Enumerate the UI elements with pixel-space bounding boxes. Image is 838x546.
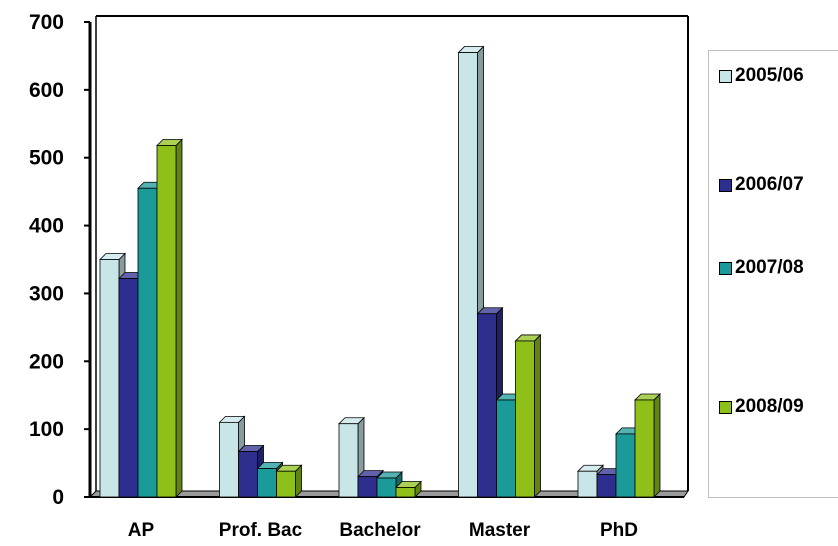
bar-side <box>534 333 541 498</box>
y-tick-label: 0 <box>52 486 64 509</box>
bar-front <box>496 399 516 498</box>
y-tick-label: 600 <box>29 79 64 102</box>
bar-front <box>156 145 177 498</box>
y-tick-label: 500 <box>29 147 64 170</box>
legend-item: 2006/07 <box>719 173 804 197</box>
bar-front <box>118 278 139 498</box>
bar-front <box>357 476 378 498</box>
bar-front <box>376 477 397 498</box>
bar <box>634 392 661 498</box>
y-tick-label: 200 <box>29 350 64 373</box>
legend-swatch <box>719 400 732 414</box>
legend-swatch <box>719 178 732 192</box>
bar-front <box>395 487 416 498</box>
bar-front <box>276 470 296 498</box>
bar-side <box>175 138 183 498</box>
category-label: AP <box>128 520 155 541</box>
category-label: Bachelor <box>339 520 421 541</box>
y-tick-label: 100 <box>29 418 64 441</box>
y-tick-label: 300 <box>29 282 64 305</box>
bar-front <box>137 187 158 498</box>
legend-swatch <box>719 261 732 275</box>
y-tick-label: 700 <box>29 11 64 34</box>
bar-side <box>653 392 661 498</box>
bar-front <box>596 474 617 498</box>
bar-front <box>238 451 258 498</box>
legend-item: 2008/09 <box>719 395 804 419</box>
y-tick-label: 400 <box>29 215 64 238</box>
y-axis-ticks: 0 100 200 300 400 500 600 700 <box>29 11 90 509</box>
legend-item: 2005/06 <box>719 64 804 88</box>
legend-swatch <box>719 69 732 83</box>
category-label: Prof. Bac <box>219 520 303 541</box>
bar-front <box>99 259 120 498</box>
legend: 2005/06 2006/07 2007/08 2008/09 <box>708 50 838 498</box>
category-label: PhD <box>600 520 638 541</box>
bar-front <box>219 421 239 498</box>
bar-front <box>257 468 277 498</box>
category-label: Master <box>469 520 531 541</box>
bar-front <box>634 399 655 498</box>
bar-front <box>458 52 478 498</box>
bar-front <box>477 313 497 498</box>
bars <box>99 45 661 498</box>
legend-label: 2006/07 <box>735 174 804 195</box>
bar-front <box>577 470 598 498</box>
legend-label: 2008/09 <box>735 396 804 417</box>
bar <box>275 464 303 498</box>
category-labels: AP Prof. Bac Bachelor Master PhD <box>128 520 638 541</box>
legend-label: 2007/08 <box>735 257 804 278</box>
bar-front <box>615 433 636 498</box>
bar-front <box>338 423 359 498</box>
bar-front <box>515 340 535 498</box>
legend-label: 2005/06 <box>735 65 804 86</box>
bar <box>476 306 504 498</box>
bar <box>395 480 422 498</box>
legend-item: 2007/08 <box>719 256 804 280</box>
bar <box>514 333 542 498</box>
bar <box>156 138 183 498</box>
